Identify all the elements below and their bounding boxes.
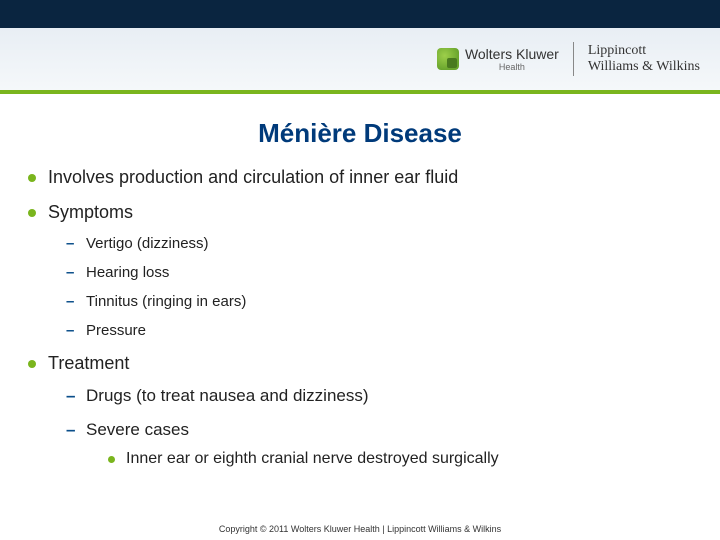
header-dark-band <box>0 0 720 28</box>
symptoms-list: Vertigo (dizziness) Hearing loss Tinnitu… <box>48 235 692 339</box>
wk-logo-icon <box>437 48 459 70</box>
brand-wk-sub: Health <box>465 63 559 72</box>
header-brand-band: Wolters Kluwer Health Lippincott William… <box>0 28 720 90</box>
treatment-list: Drugs (to treat nausea and dizziness) Se… <box>48 386 692 468</box>
symptom-vertigo: Vertigo (dizziness) <box>48 235 692 252</box>
severe-list: Inner ear or eighth cranial nerve destro… <box>86 450 692 468</box>
treatment-drugs: Drugs (to treat nausea and dizziness) <box>48 386 692 406</box>
brand-wk-name: Wolters Kluwer <box>465 47 559 61</box>
brand-lww-line1: Lippincott <box>588 43 700 59</box>
bullet-treatment-label: Treatment <box>48 353 129 373</box>
slide-header: Wolters Kluwer Health Lippincott William… <box>0 0 720 100</box>
bullet-list-l1: Involves production and circulation of i… <box>28 167 692 468</box>
treatment-severe: Severe cases Inner ear or eighth cranial… <box>48 420 692 468</box>
severe-surgical: Inner ear or eighth cranial nerve destro… <box>86 450 692 468</box>
header-accent-line <box>0 90 720 94</box>
bullet-symptoms: Symptoms Vertigo (dizziness) Hearing los… <box>28 202 692 339</box>
brand-lww-line2: Williams & Wilkins <box>588 59 700 75</box>
brand-lippincott: Lippincott Williams & Wilkins <box>588 43 700 75</box>
brand-divider <box>573 42 574 76</box>
slide-title: Ménière Disease <box>0 118 720 149</box>
symptom-hearing-loss: Hearing loss <box>48 264 692 281</box>
symptom-pressure: Pressure <box>48 322 692 339</box>
symptom-tinnitus: Tinnitus (ringing in ears) <box>48 293 692 310</box>
bullet-symptoms-label: Symptoms <box>48 202 133 222</box>
slide-content: Involves production and circulation of i… <box>0 167 720 468</box>
slide-footer: Copyright © 2011 Wolters Kluwer Health |… <box>0 524 720 534</box>
brand-wolters-kluwer: Wolters Kluwer Health <box>437 47 559 72</box>
bullet-involves: Involves production and circulation of i… <box>28 167 692 188</box>
brand-area: Wolters Kluwer Health Lippincott William… <box>437 42 700 76</box>
treatment-severe-label: Severe cases <box>86 420 189 439</box>
bullet-treatment: Treatment Drugs (to treat nausea and diz… <box>28 353 692 468</box>
